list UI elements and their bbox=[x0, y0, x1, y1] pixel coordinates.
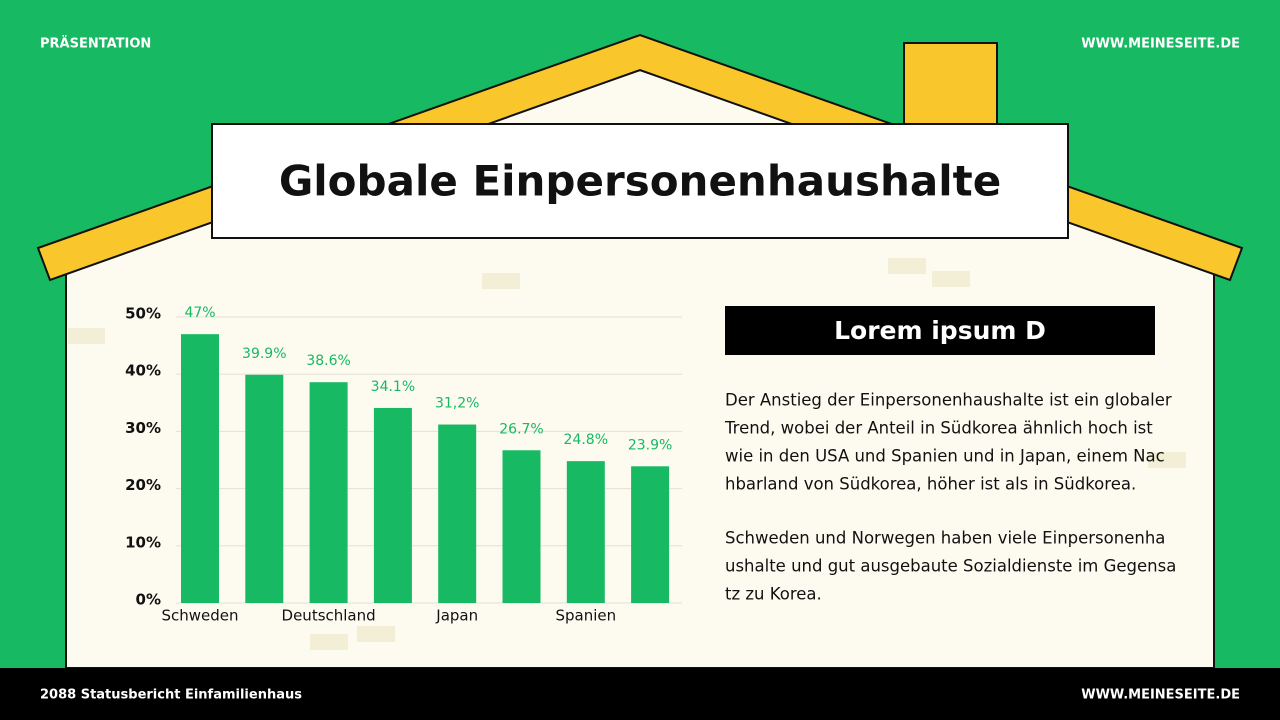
decor bbox=[357, 626, 395, 642]
bar bbox=[245, 374, 284, 603]
decor bbox=[888, 258, 926, 274]
chart: 0% 10% 20% 30% 40% 50% Schweden 47% 39.9% Deutsch… bbox=[125, 305, 682, 625]
bar bbox=[309, 382, 348, 603]
panel-heading-box bbox=[725, 306, 1155, 355]
paragraph-line: Trend, wobei der Anteil in Südkorea ähnl… bbox=[724, 419, 1153, 438]
paragraph-line: Schweden und Norwegen haben viele Einper… bbox=[725, 529, 1165, 548]
x-tick-label: Spanien bbox=[555, 607, 616, 625]
bar bbox=[438, 424, 477, 603]
x-tick-label: Deutschland bbox=[282, 607, 376, 625]
bar bbox=[181, 334, 219, 603]
x-tick-label: Japan bbox=[435, 607, 478, 625]
value-label: 47% bbox=[184, 305, 215, 321]
paragraph-line: Der Anstieg der Einpersonenhaushalte ist… bbox=[725, 391, 1172, 410]
value-label: 38.6% bbox=[306, 353, 350, 369]
roof bbox=[36, 33, 1244, 282]
footer-bar bbox=[0, 668, 1280, 720]
paragraph-line: tz zu Korea. bbox=[725, 585, 822, 604]
y-tick-label: 40% bbox=[125, 362, 161, 380]
decor bbox=[482, 273, 520, 289]
bar bbox=[631, 466, 670, 603]
title: Globale Einpersonenhaushalte bbox=[279, 157, 1001, 206]
title-box bbox=[211, 123, 1069, 239]
decor bbox=[1148, 452, 1186, 468]
decor bbox=[932, 271, 970, 287]
paragraph-line: ushalte und gut ausgebaute Sozialdienste… bbox=[725, 557, 1176, 576]
bar bbox=[566, 461, 605, 603]
y-tick-label: 50% bbox=[125, 305, 161, 323]
decor bbox=[310, 634, 348, 650]
value-label: 34.1% bbox=[371, 379, 415, 395]
decor bbox=[68, 328, 105, 344]
y-tick-label: 30% bbox=[125, 419, 161, 437]
footer-left: 2088 Statusbericht Einfamilienhaus bbox=[40, 688, 302, 703]
value-label: 26.7% bbox=[499, 421, 543, 437]
y-tick-label: 10% bbox=[125, 533, 161, 551]
value-label: 23.9% bbox=[628, 437, 672, 453]
panel-text: Der Anstieg der Einpersonenhaushalte ist… bbox=[724, 391, 1176, 604]
x-tick-label: Schweden bbox=[161, 607, 238, 625]
bar bbox=[373, 407, 412, 603]
footer-right: WWW.MEINESEITE.DE bbox=[1081, 688, 1240, 703]
value-label: 31,2% bbox=[435, 396, 479, 412]
panel-heading: Lorem ipsum D bbox=[834, 316, 1046, 345]
paragraph-line: wie in den USA und Spanien und in Japan,… bbox=[725, 447, 1165, 466]
value-label: 24.8% bbox=[564, 432, 608, 448]
header-left: PRÄSENTATION bbox=[40, 36, 151, 52]
y-tick-label: 0% bbox=[136, 591, 161, 609]
y-tick-label: 20% bbox=[125, 476, 161, 494]
bar bbox=[502, 450, 541, 603]
value-label: 39.9% bbox=[242, 346, 286, 362]
header-right: WWW.MEINESEITE.DE bbox=[1081, 37, 1240, 52]
paragraph-line: hbarland von Südkorea, höher ist als in … bbox=[725, 475, 1136, 494]
